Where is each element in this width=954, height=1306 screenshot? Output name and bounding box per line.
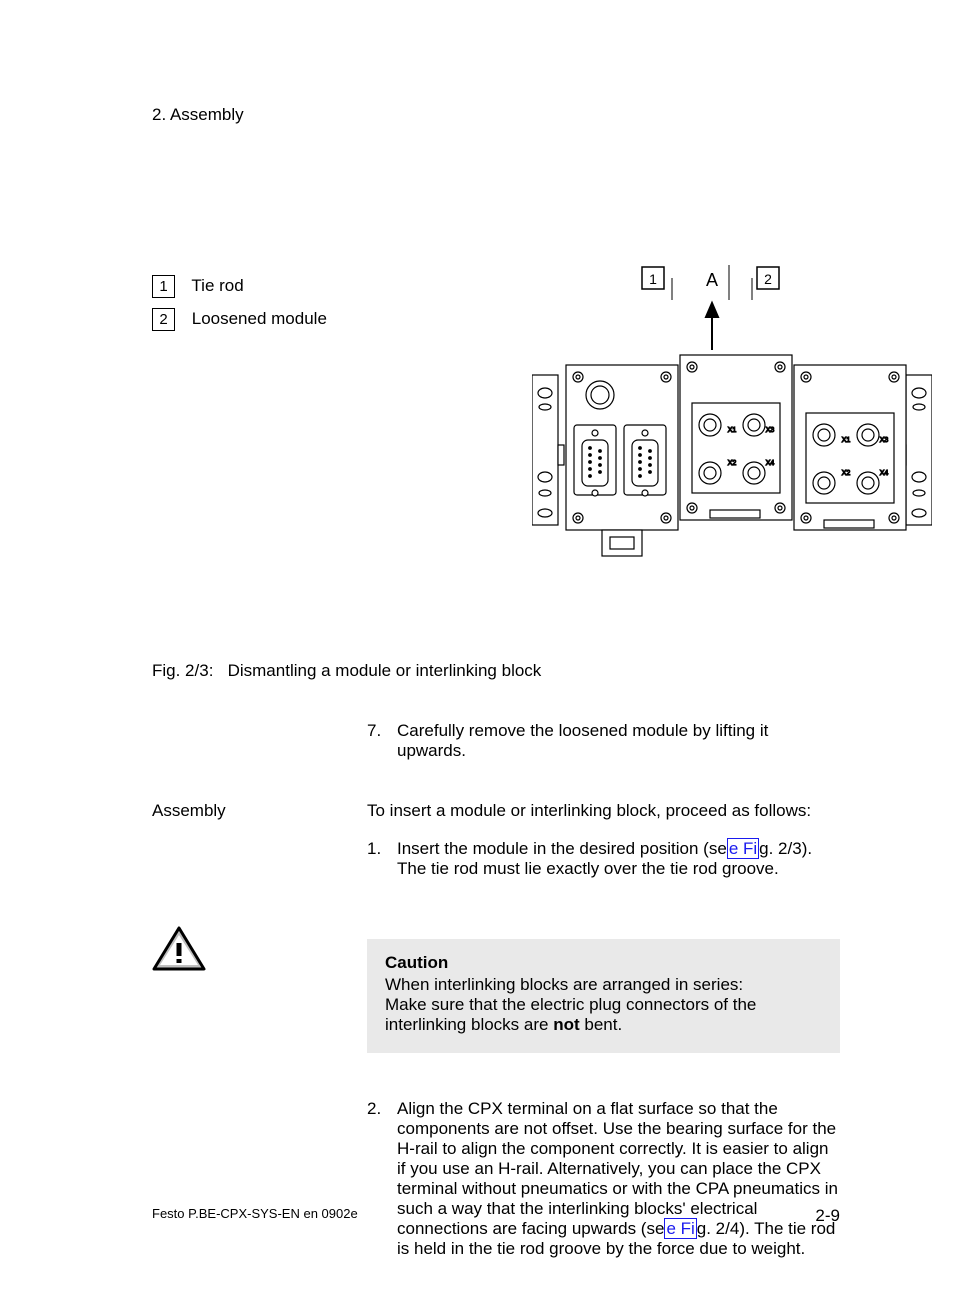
svg-text:X2: X2 (842, 470, 851, 477)
footer-left: Festo P.BE-CPX-SYS-EN en 0902e (152, 1206, 358, 1226)
svg-text:X1: X1 (728, 427, 737, 434)
callout-A: A (706, 270, 718, 290)
svg-text:X4: X4 (766, 460, 775, 467)
link-fig-2-3[interactable]: e Fi (727, 838, 759, 859)
legend-label-2: Loosened module (192, 309, 327, 328)
legend-num-2: 2 (152, 308, 175, 331)
callout-2: 2 (764, 271, 772, 287)
step-1: 1. Insert the module in the desired posi… (367, 839, 840, 879)
warning-icon (152, 925, 207, 973)
figure-caption: Fig. 2/3: Dismantling a module or interl… (152, 661, 840, 681)
legend-num-1: 1 (152, 275, 175, 298)
callout-1: 1 (649, 271, 657, 287)
section-label-assembly: Assembly (152, 801, 367, 821)
svg-text:X2: X2 (728, 460, 737, 467)
legend-label-1: Tie rod (191, 276, 243, 295)
figure-diagram: 1 A 2 (532, 265, 932, 570)
caution-title: Caution (385, 953, 822, 973)
svg-text:X4: X4 (880, 470, 889, 477)
step-7: 7. Carefully remove the loosened module … (367, 721, 840, 761)
svg-text:X3: X3 (880, 437, 889, 444)
svg-text:X1: X1 (842, 437, 851, 444)
svg-text:X3: X3 (766, 427, 775, 434)
caution-box: Caution When interlinking blocks are arr… (367, 939, 840, 1053)
footer-page-number: 2-9 (815, 1206, 840, 1226)
page-header: 2. Assembly (152, 105, 840, 125)
step-2: 2. Align the CPX terminal on a flat surf… (367, 1099, 840, 1259)
assembly-intro: To insert a module or interlinking block… (367, 801, 840, 821)
